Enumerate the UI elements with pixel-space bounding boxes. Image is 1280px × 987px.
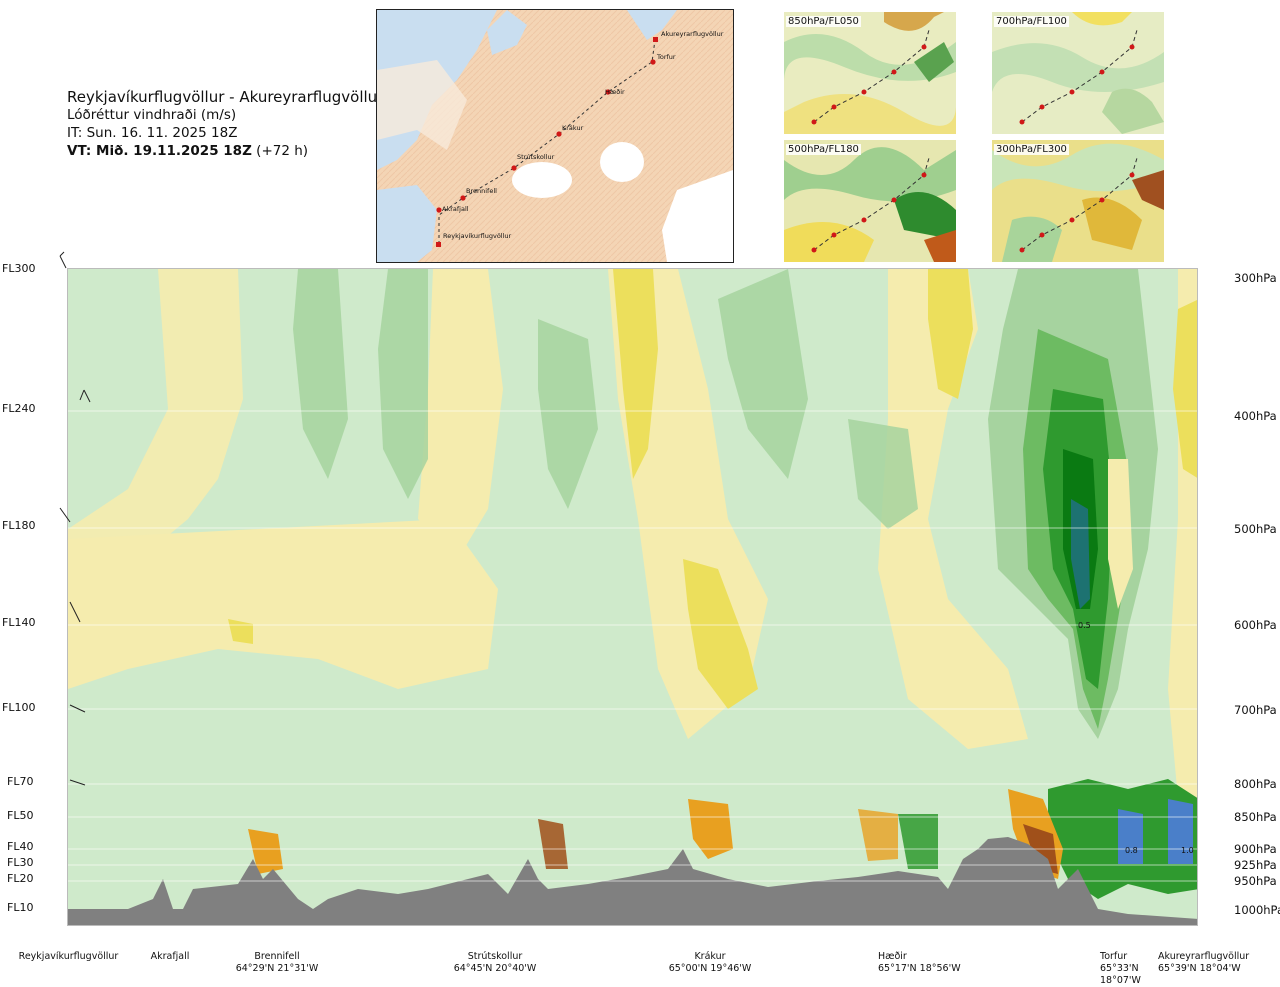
valid-time-line: VT: Mið. 19.11.2025 18Z (+72 h) xyxy=(67,142,383,160)
hpa-label-925: 925hPa xyxy=(1234,858,1277,872)
fl-label-100: FL100 xyxy=(2,701,36,714)
contour-label-1: 0.5 xyxy=(1078,621,1091,630)
hpa-label-800: 800hPa xyxy=(1234,777,1277,791)
location-coords: 65°17'N 18°56'W xyxy=(878,963,961,974)
location-name: Krákur xyxy=(694,951,726,962)
hpa-label-1000: 1000hPa xyxy=(1234,903,1280,917)
contour-label-2: 0.8 xyxy=(1125,846,1138,855)
hpa-label-950: 950hPa xyxy=(1234,874,1277,888)
location-haedir: Hæðir 65°17'N 18°56'W xyxy=(878,951,978,975)
hpa-label-300: 300hPa xyxy=(1234,271,1277,285)
valid-time: VT: Mið. 19.11.2025 18Z xyxy=(67,143,252,159)
map-label-akrafjall: Akrafjall xyxy=(442,205,469,213)
map-label-reykjavik: Reykjavíkurflugvöllur xyxy=(443,232,512,240)
location-coords: 64°45'N 20°40'W xyxy=(453,963,537,974)
glacier-hofsjokull xyxy=(600,142,644,182)
level-map-500-label: 500hPa/FL180 xyxy=(786,144,861,155)
level-map-850[interactable]: 850hPa/FL050 xyxy=(784,12,956,134)
hpa-label-500: 500hPa xyxy=(1234,522,1277,536)
glacier-langjokull xyxy=(512,162,572,198)
location-coords: 65°33'N 18°07'W xyxy=(1100,963,1141,986)
location-akrafjall: Akrafjall xyxy=(140,951,200,963)
level-map-850-label: 850hPa/FL050 xyxy=(786,16,861,27)
map-label-akureyri: Akureyrarflugvöllur xyxy=(661,30,724,38)
fl-label-40: FL40 xyxy=(7,840,34,853)
map-label-strutskollur: Strútskollur xyxy=(517,153,555,161)
contour-label-3: 1.0 xyxy=(1181,846,1194,855)
vertical-wind-cross-section: 0.5 0.8 1.0 xyxy=(67,268,1198,926)
issue-time: IT: Sun. 16. 11. 2025 18Z xyxy=(67,125,238,141)
location-brennifell: Brennifell 64°29'N 21°31'W xyxy=(232,951,322,975)
location-coords: 65°00'N 19°46'W xyxy=(668,963,752,974)
location-name: Strútskollur xyxy=(467,951,523,962)
location-name: Brennifell xyxy=(254,951,300,962)
fl-label-10: FL10 xyxy=(7,901,34,914)
fl-label-300: FL300 xyxy=(2,262,36,275)
hpa-label-600: 600hPa xyxy=(1234,618,1277,632)
fl-label-50: FL50 xyxy=(7,809,34,822)
location-name: Torfur xyxy=(1100,951,1128,962)
level-map-300[interactable]: 300hPa/FL300 xyxy=(992,140,1164,262)
location-torfur: Torfur 65°33'N 18°07'W xyxy=(1100,951,1150,987)
fl-label-240: FL240 xyxy=(2,402,36,415)
map-label-brennifell: Brennifell xyxy=(466,187,497,195)
parameter-subtitle: Lóðréttur vindhraði (m/s) xyxy=(67,107,237,123)
location-reykjavik: Reykjavíkurflugvöllur xyxy=(16,951,121,963)
route-map: Akureyrarflugvöllur Torfur Hæðir Krákur … xyxy=(376,9,734,263)
level-map-700-label: 700hPa/FL100 xyxy=(994,16,1069,27)
valid-offset: (+72 h) xyxy=(256,143,309,159)
fl-label-70: FL70 xyxy=(7,775,34,788)
location-name: Akrafjall xyxy=(150,951,190,962)
location-akureyri: Akureyrarflugvöllur 65°39'N 18°04'W xyxy=(1158,951,1270,975)
hpa-label-400: 400hPa xyxy=(1234,409,1277,423)
route-map-svg xyxy=(377,10,733,262)
hpa-label-850: 850hPa xyxy=(1234,810,1277,824)
level-map-700[interactable]: 700hPa/FL100 xyxy=(992,12,1164,134)
fl-label-30: FL30 xyxy=(7,856,34,869)
fl-label-140: FL140 xyxy=(2,616,36,629)
fl-label-180: FL180 xyxy=(2,519,36,532)
location-krakur: Krákur 65°00'N 19°46'W xyxy=(665,951,755,975)
fl-label-20: FL20 xyxy=(7,872,34,885)
cross-section-svg xyxy=(68,269,1197,925)
location-name: Reykjavíkurflugvöllur xyxy=(18,951,119,962)
level-map-500[interactable]: 500hPa/FL180 xyxy=(784,140,956,262)
location-strutskollur: Strútskollur 64°45'N 20°40'W xyxy=(450,951,540,975)
hpa-label-700: 700hPa xyxy=(1234,703,1277,717)
location-name: Hæðir xyxy=(878,951,907,962)
location-coords: 64°29'N 21°31'W xyxy=(235,963,319,974)
location-coords: 65°39'N 18°04'W xyxy=(1158,963,1241,974)
map-label-haedir: Hæðir xyxy=(605,88,625,96)
map-label-krakur: Krákur xyxy=(562,124,584,132)
level-map-300-label: 300hPa/FL300 xyxy=(994,144,1069,155)
location-name: Akureyrarflugvöllur xyxy=(1158,951,1250,962)
wind-barbs-overlay xyxy=(59,251,91,786)
map-label-torfur: Torfur xyxy=(657,53,676,61)
route-title: Reykjavíkurflugvöllur - Akureyrarflugvöl… xyxy=(67,88,384,106)
chart-title-block: Reykjavíkurflugvöllur - Akureyrarflugvöl… xyxy=(67,88,383,160)
hpa-label-900: 900hPa xyxy=(1234,842,1277,856)
